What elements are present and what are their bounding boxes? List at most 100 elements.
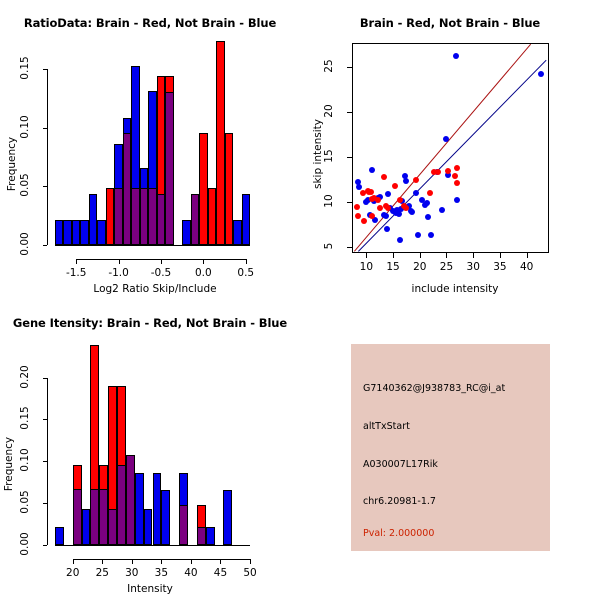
histogram-bar-overlap (72, 489, 82, 545)
scatter-x-tick-label: 35 (493, 261, 507, 273)
scatter-y-tick-label: 25 (323, 58, 335, 73)
ratio-histogram-xlabel: Log2 Ratio Skip/Include (93, 283, 217, 295)
scatter-point (444, 167, 451, 174)
x-axis-tick-label: 20 (66, 567, 80, 579)
x-axis-tick (131, 559, 133, 564)
x-axis-tick (160, 259, 162, 264)
scatter-point (371, 217, 378, 224)
x-axis-tick (72, 559, 74, 564)
scatter-point (374, 197, 381, 204)
scatter-point (423, 200, 430, 207)
scatter-y-tick (347, 157, 352, 159)
histogram-bar (80, 219, 89, 245)
histogram-bar-overlap (131, 188, 140, 245)
scatter-y-tick-label: 20 (323, 104, 335, 118)
histogram-bar (152, 473, 162, 545)
histogram-bar (241, 194, 250, 245)
scatter-point (397, 237, 403, 244)
scatter-x-tick-label: 30 (466, 261, 480, 273)
scatter-plot-box (352, 43, 549, 253)
ratio-histogram-ylabel: Frequency (6, 136, 18, 192)
scatter-point (418, 197, 425, 204)
scatter-x-tick (499, 253, 501, 258)
histogram-bar-overlap (125, 455, 135, 545)
scatter-y-tick (347, 247, 352, 249)
y-axis-line (47, 377, 48, 545)
scatter-point (367, 189, 374, 196)
y-axis-tick-label: 0.00 (19, 232, 31, 256)
scatter-point (406, 202, 413, 209)
scatter-point (413, 176, 420, 183)
histogram-bar-overlap (148, 188, 157, 245)
x-axis-tick (76, 259, 78, 264)
y-axis-tick (43, 377, 47, 379)
scatter-point (369, 212, 376, 219)
info-event-type: altTxStart (363, 421, 410, 432)
scatter-point (445, 172, 452, 179)
y-axis-tick (43, 545, 47, 546)
scatter-point (354, 203, 361, 210)
x-axis-tick (118, 259, 120, 264)
scatter-x-tick-label: 15 (386, 261, 400, 273)
y-axis-tick-label: 0.05 (19, 490, 31, 514)
info-gene-symbol: A030007L17Rik (363, 459, 438, 470)
scatter-point (428, 231, 434, 238)
x-axis-tick-label: 30 (125, 567, 139, 579)
y-axis-tick-label: 0.10 (19, 115, 31, 139)
histogram-baseline (55, 245, 250, 246)
histogram-bar (205, 527, 215, 545)
scatter-x-tick (366, 253, 368, 258)
histogram-bar-overlap (156, 194, 166, 245)
x-axis-line (72, 559, 250, 560)
scatter-point (354, 179, 361, 186)
regression-line (354, 44, 532, 252)
panel-ratio-histogram: RatioData: Brain - Red, Not Brain - Blue… (0, 0, 300, 300)
y-axis-tick-label: 0.15 (19, 56, 31, 80)
scatter-title: Brain - Red, Not Brain - Blue (359, 16, 541, 30)
panel-info: G7140362@J938783_RC@i_at altTxStart A030… (300, 300, 600, 600)
scatter-point (395, 211, 402, 218)
y-axis-tick (43, 503, 47, 505)
histogram-bar-overlap (139, 188, 149, 245)
scatter-y-tick-label: 10 (323, 194, 335, 208)
scatter-point (452, 173, 459, 180)
scatter-point (409, 209, 416, 216)
scatter-point (380, 173, 387, 180)
panel-gene-histogram: Gene Itensity: Brain - Red, Not Brain - … (0, 300, 300, 600)
histogram-bar-overlap (122, 133, 132, 245)
x-axis-tick (161, 559, 163, 564)
x-axis-tick-label: 40 (184, 567, 198, 579)
scatter-point (425, 213, 432, 220)
scatter-y-tick-label: 15 (323, 149, 335, 163)
scatter-x-tick-label: 10 (359, 261, 374, 273)
x-axis-tick-label: 25 (95, 567, 109, 579)
scatter-point (385, 191, 392, 198)
ratio-histogram-plot-area (55, 40, 250, 245)
gene-histogram-plot-area (55, 340, 250, 545)
y-axis-tick-label: 0.15 (19, 406, 31, 431)
y-axis-tick-label: 0.20 (19, 364, 31, 389)
histogram-bar (134, 473, 144, 545)
scatter-point (537, 70, 544, 77)
y-axis-tick-label: 0.05 (19, 173, 31, 198)
scatter-plot-area (353, 44, 548, 252)
scatter-point (430, 168, 437, 175)
scatter-x-tick (473, 253, 475, 258)
scatter-point (392, 182, 399, 189)
histogram-bar (88, 194, 98, 245)
x-axis-tick (220, 559, 222, 564)
x-axis-tick-label: 50 (243, 567, 257, 579)
scatter-x-tick (446, 253, 448, 258)
gene-histogram-xlabel: Intensity (127, 583, 173, 595)
histogram-bar (223, 490, 233, 545)
y-axis-tick (43, 419, 47, 421)
histogram-bar (143, 508, 153, 545)
y-axis-tick-label: 0.10 (19, 448, 31, 473)
histogram-bar-overlap (90, 489, 100, 545)
y-axis-tick (43, 127, 47, 129)
scatter-x-tick (419, 253, 421, 258)
x-axis-tick (190, 559, 192, 564)
y-axis-line (47, 69, 48, 245)
histogram-bar (216, 40, 225, 245)
